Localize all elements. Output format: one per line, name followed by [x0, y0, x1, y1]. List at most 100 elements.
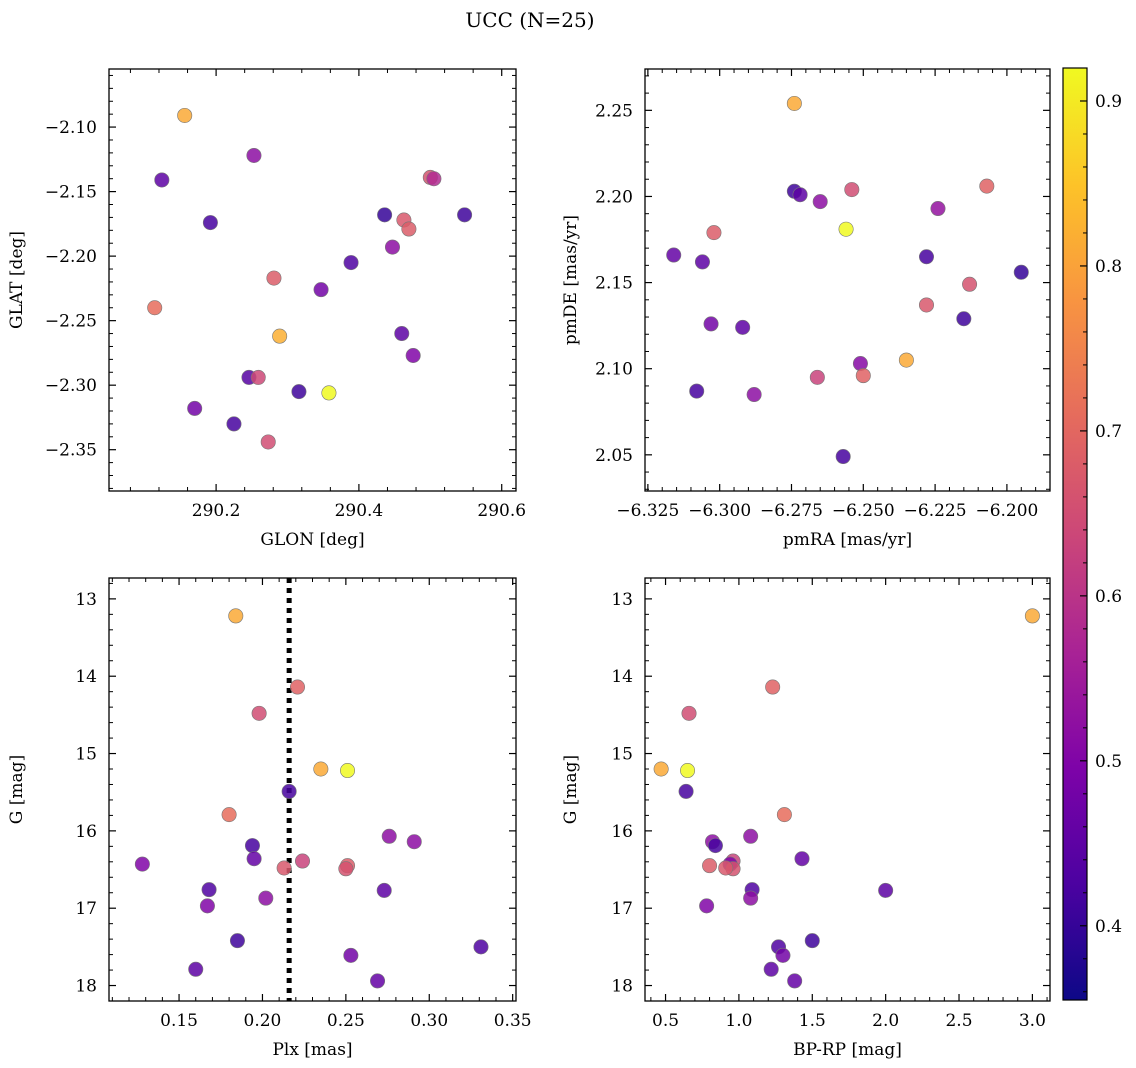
- data-point: [276, 860, 292, 876]
- data-point: [666, 247, 682, 263]
- data-point: [706, 225, 722, 241]
- data-point: [855, 368, 871, 384]
- y-tick-label: 15: [611, 745, 633, 765]
- x-tick-label: 0.20: [244, 1011, 282, 1031]
- data-point: [699, 898, 715, 914]
- data-point: [792, 187, 808, 203]
- y-axis-label: G [mag]: [561, 755, 581, 824]
- y-tick-label: 17: [75, 899, 97, 919]
- data-point: [177, 107, 193, 123]
- data-point: [775, 947, 791, 963]
- x-tick-label: −6.275: [760, 501, 823, 521]
- y-axis-label: pmDE [mas/yr]: [561, 215, 581, 345]
- data-point: [246, 147, 262, 163]
- scatter-panel-1: 290.2 290.4 290.6 −2.35 −2.30 −2.25 −2.20 −2.15…: [7, 68, 526, 550]
- colorbar-tick-label: 0.7: [1095, 422, 1122, 442]
- data-point: [202, 215, 218, 231]
- colorbar: 0.4 0.5 0.6 0.7 0.8 0.9: [1062, 67, 1122, 1001]
- x-tick-label: 1.5: [799, 1011, 826, 1031]
- axes-frame: [644, 68, 1051, 492]
- x-tick-label: −6.300: [688, 501, 751, 521]
- data-point: [702, 858, 718, 874]
- data-point: [878, 882, 894, 898]
- x-tick-label: 0.15: [160, 1011, 198, 1031]
- data-point: [154, 172, 170, 188]
- y-tick-label: −2.35: [45, 441, 97, 461]
- y-tick-label: 13: [75, 590, 97, 610]
- data-point: [147, 300, 163, 316]
- data-point: [272, 328, 288, 344]
- y-tick-label: 2.10: [595, 360, 633, 380]
- figure-title: UCC (N=25): [465, 8, 594, 32]
- data-point: [134, 856, 150, 872]
- x-tick-label: 290.4: [335, 501, 384, 521]
- data-point: [804, 933, 820, 949]
- y-tick-label: 13: [611, 590, 633, 610]
- y-tick-label: −2.10: [45, 118, 97, 138]
- data-point: [188, 961, 204, 977]
- data-point: [370, 973, 386, 989]
- data-point: [735, 319, 751, 335]
- y-axis-label: GLAT [deg]: [7, 231, 27, 329]
- data-point: [678, 783, 694, 799]
- y-tick-label: 2.25: [595, 101, 633, 121]
- data-point: [1013, 264, 1029, 280]
- data-point: [321, 385, 337, 401]
- y-tick-label: 18: [75, 977, 97, 997]
- data-point: [340, 763, 356, 779]
- data-point: [201, 882, 217, 898]
- data-point: [246, 851, 262, 867]
- colorbar-tick-label: 0.6: [1095, 587, 1122, 607]
- x-tick-label: −6.225: [904, 501, 967, 521]
- y-tick-label: 18: [611, 977, 633, 997]
- data-point: [313, 282, 329, 298]
- data-point: [313, 761, 329, 777]
- data-point: [1024, 608, 1040, 624]
- x-tick-label: 0.35: [494, 1011, 532, 1031]
- data-point: [918, 249, 934, 265]
- y-tick-label: 2.05: [595, 446, 633, 466]
- data-point: [962, 276, 978, 292]
- panels: 290.2 290.4 290.6 −2.35 −2.30 −2.25 −2.20 −2.15…: [7, 68, 1051, 1060]
- data-point: [918, 297, 934, 313]
- data-point: [809, 369, 825, 385]
- data-point: [898, 352, 914, 368]
- y-tick-label: 2.20: [595, 187, 633, 207]
- data-point: [294, 853, 310, 869]
- data-point: [765, 679, 781, 695]
- data-point: [221, 807, 237, 823]
- data-point: [812, 194, 828, 210]
- data-point: [281, 783, 297, 799]
- data-point: [473, 939, 489, 955]
- x-tick-label: −6.250: [832, 501, 895, 521]
- data-point: [743, 890, 759, 906]
- data-point: [703, 316, 719, 332]
- data-point: [228, 608, 244, 624]
- data-point: [426, 171, 442, 187]
- colorbar-tick-label: 0.5: [1095, 752, 1122, 772]
- data-point: [681, 705, 697, 721]
- data-point: [653, 761, 669, 777]
- data-point: [381, 828, 397, 844]
- data-point: [250, 369, 266, 385]
- y-tick-label: 14: [611, 667, 633, 687]
- colorbar-tick-label: 0.4: [1095, 917, 1122, 937]
- data-point: [694, 254, 710, 270]
- data-point: [718, 860, 734, 876]
- data-point: [377, 207, 393, 223]
- y-tick-label: 16: [75, 822, 97, 842]
- data-point: [689, 383, 705, 399]
- data-point: [838, 221, 854, 237]
- data-point: [260, 434, 276, 450]
- x-tick-label: 0.25: [327, 1011, 365, 1031]
- x-tick-label: 1.0: [725, 1011, 752, 1031]
- x-tick-label: 0.5: [652, 1011, 679, 1031]
- x-tick-label: 2.5: [945, 1011, 972, 1031]
- colorbar-tick-label: 0.9: [1095, 92, 1122, 112]
- y-tick-label: −2.15: [45, 183, 97, 203]
- data-point: [956, 311, 972, 327]
- y-tick-label: −2.30: [45, 376, 97, 396]
- y-tick-label: −2.20: [45, 247, 97, 267]
- data-point: [405, 347, 421, 363]
